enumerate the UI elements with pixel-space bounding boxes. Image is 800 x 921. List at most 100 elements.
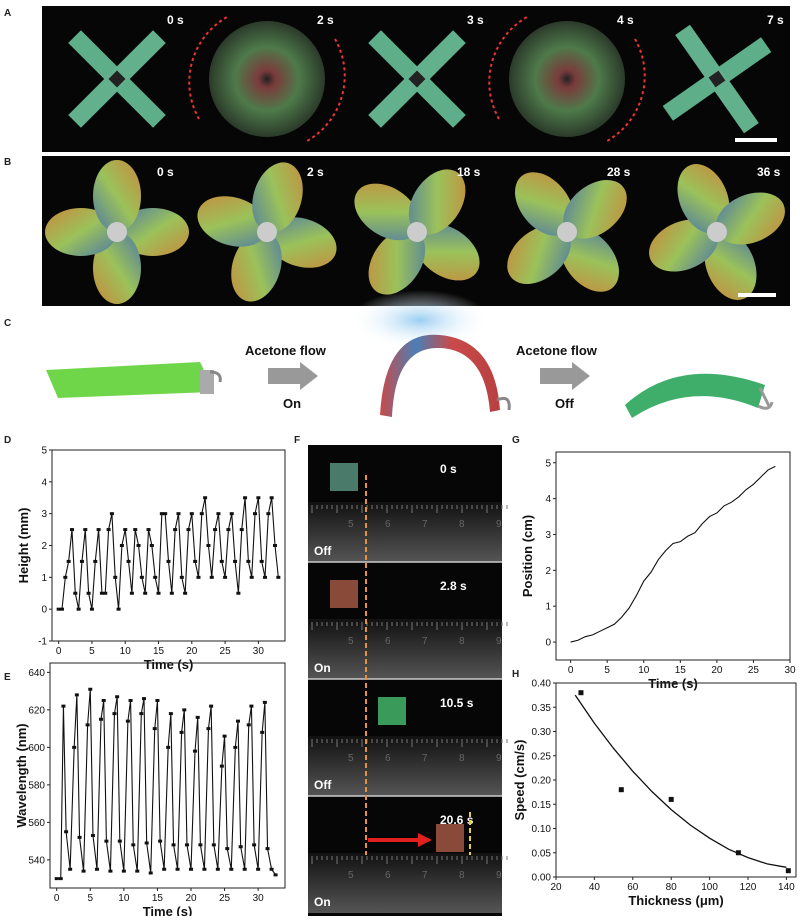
data-point xyxy=(735,850,741,856)
light-state-label: On xyxy=(314,661,331,675)
data-point xyxy=(229,867,234,871)
data-point xyxy=(233,559,238,563)
petal xyxy=(563,179,627,239)
data-point xyxy=(83,528,88,532)
y-axis-label: Position (cm) xyxy=(520,515,535,597)
flower-center xyxy=(407,222,427,242)
y-tick-label: 3 xyxy=(545,530,551,541)
panel-b-photo-strip: 0 s 2 s 18 s 28 s 36 s xyxy=(42,156,790,306)
data-point xyxy=(249,575,254,579)
data-point xyxy=(229,512,234,516)
data-point xyxy=(112,712,117,716)
timestamp-label: 0 s xyxy=(440,462,457,476)
step1-label-top: Acetone flow xyxy=(245,343,327,358)
ruler-number: 7 xyxy=(422,519,428,530)
panel-f-photo-sequence: 5 6 7 8 9 0 s Off 5 6 7 8 9 2.8 s On 5 6 7 8 9 10.5 s Off 5 6 7… xyxy=(308,445,508,916)
data-point xyxy=(136,544,141,547)
data-point xyxy=(198,843,203,847)
y-tick-label: 620 xyxy=(28,705,45,716)
x-tick-label: 15 xyxy=(153,646,165,657)
data-point xyxy=(168,712,173,716)
bent-film-illustration xyxy=(380,334,500,417)
x-tick-label: 5 xyxy=(88,893,94,904)
y-tick-label: 0.40 xyxy=(532,679,552,690)
data-point xyxy=(238,845,243,849)
data-point xyxy=(211,843,216,847)
petal xyxy=(93,160,141,232)
data-point xyxy=(183,591,188,595)
x-tick-label: 30 xyxy=(784,665,796,676)
y-tick-label: 560 xyxy=(28,818,45,829)
x-tick-label: 15 xyxy=(152,893,164,904)
timestamp-label: 2 s xyxy=(317,13,334,27)
data-point xyxy=(101,699,106,702)
plot-frame xyxy=(49,662,286,889)
data-point xyxy=(206,544,211,547)
y-tick-label: 640 xyxy=(28,668,45,679)
ruler-number: 5 xyxy=(348,519,354,530)
y-tick-label: 0.25 xyxy=(532,751,552,762)
data-point xyxy=(246,723,251,727)
data-point xyxy=(252,843,257,847)
y-tick-label: 4 xyxy=(41,477,47,488)
data-point xyxy=(117,839,122,843)
ruler-number: 6 xyxy=(385,636,391,647)
timestamp-label: 0 s xyxy=(157,165,174,179)
y-tick-label: 1 xyxy=(41,573,47,584)
data-point xyxy=(249,704,254,708)
ruler-number: 5 xyxy=(348,870,354,881)
data-point xyxy=(72,745,77,749)
data-point xyxy=(96,528,101,532)
arrow-right-icon xyxy=(540,362,590,390)
data-point xyxy=(64,830,69,834)
series-line xyxy=(56,689,277,880)
data-point xyxy=(246,559,251,563)
data-point xyxy=(206,727,211,731)
ruler-number: 8 xyxy=(459,636,465,647)
cross-actuator xyxy=(368,30,466,128)
data-point xyxy=(203,496,208,500)
petal xyxy=(45,208,117,256)
plot-frame xyxy=(51,449,286,642)
actuator-center xyxy=(108,70,126,88)
light-state-label: Off xyxy=(314,544,332,558)
series-line xyxy=(58,497,279,610)
data-point xyxy=(209,704,214,708)
data-point xyxy=(108,869,113,873)
petal xyxy=(414,223,480,281)
data-point xyxy=(276,575,281,579)
data-point xyxy=(56,607,61,611)
petal xyxy=(507,225,571,285)
relaxed-film-illustration xyxy=(625,373,765,418)
data-point xyxy=(668,796,674,802)
timestamp-label: 36 s xyxy=(757,165,781,179)
data-point xyxy=(256,496,261,500)
x-tick-label: 10 xyxy=(120,646,132,657)
y-tick-label: 0.05 xyxy=(532,848,552,859)
cross-actuator xyxy=(68,30,166,128)
y-tick-label: 3 xyxy=(41,509,47,520)
data-point xyxy=(88,687,93,691)
data-point xyxy=(152,727,157,731)
ruler-number: 7 xyxy=(422,636,428,647)
timestamp-label: 28 s xyxy=(607,165,631,179)
data-point xyxy=(156,591,161,595)
data-point xyxy=(69,528,74,532)
timestamp-label: 0 s xyxy=(167,13,184,27)
x-tick-label: 25 xyxy=(748,665,760,676)
data-point xyxy=(269,867,274,871)
petal xyxy=(677,164,730,234)
flower-actuator xyxy=(354,169,480,295)
chart-H: 20 40 60 80 100 120 140 0.00 0.05 0.10 0.15 0.20 0.2… xyxy=(512,679,797,908)
panel-label-e: E xyxy=(4,672,11,683)
y-tick-label: 0.00 xyxy=(532,873,552,884)
data-point xyxy=(618,787,624,793)
scale-bar xyxy=(738,293,776,297)
timestamp-label: 2 s xyxy=(307,165,324,179)
data-point xyxy=(239,528,244,532)
y-tick-label: 0.15 xyxy=(532,800,552,811)
data-point xyxy=(273,544,278,547)
data-point xyxy=(259,559,264,563)
data-point xyxy=(61,704,66,708)
